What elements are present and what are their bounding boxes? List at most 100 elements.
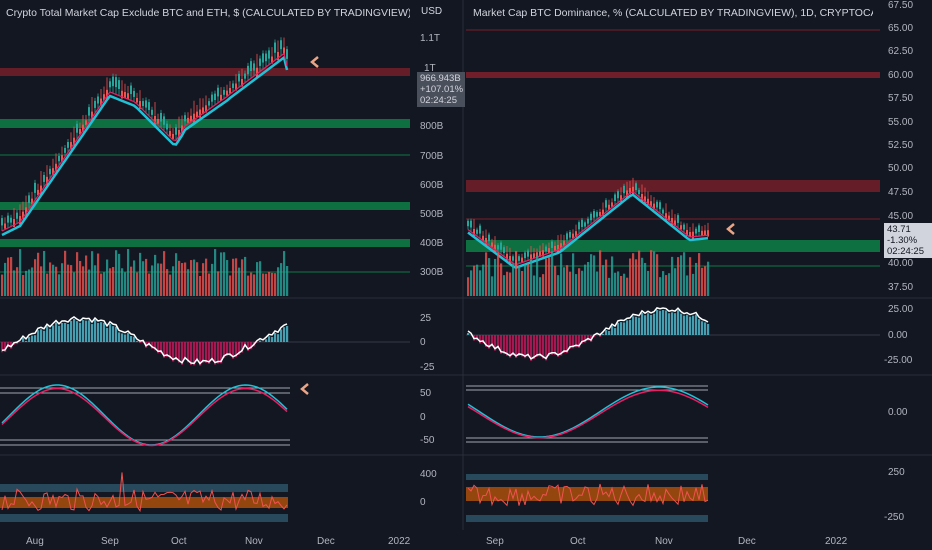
volume-bar (16, 267, 19, 296)
histogram-bar (259, 340, 262, 342)
histogram-bar (584, 335, 587, 343)
volume-bar (109, 268, 112, 296)
candle (85, 120, 87, 125)
volume-bar (650, 250, 653, 296)
histogram-bar (554, 335, 557, 355)
candle (599, 212, 601, 216)
volume-bar (148, 273, 151, 296)
candle (229, 88, 231, 94)
histogram-bar (55, 322, 58, 342)
histogram-bar (226, 342, 229, 357)
histogram-bar (163, 342, 166, 358)
volume-bar (124, 272, 127, 296)
histogram-bar (271, 336, 274, 342)
volume-bar (626, 277, 629, 296)
volume-bar (620, 276, 623, 296)
volume-bar (644, 262, 647, 296)
histogram-bar (683, 315, 686, 335)
candle (539, 251, 541, 257)
candle (151, 109, 153, 115)
volume-bar (554, 265, 557, 296)
candle (482, 235, 484, 241)
candle (244, 73, 246, 79)
volume-bar (97, 253, 100, 296)
volume-bar (31, 267, 34, 296)
candle (211, 94, 213, 102)
volume-bar (277, 267, 280, 296)
candle (127, 93, 129, 99)
left-osc1-label: 25 (420, 313, 432, 324)
time-axis-label: Dec (317, 536, 335, 547)
candle (644, 196, 646, 204)
volume-bar (1, 274, 4, 296)
histogram-bar (121, 333, 124, 342)
volume-bar (229, 275, 232, 296)
candle (653, 203, 655, 210)
volume-bar (160, 263, 163, 296)
right-osc1-label: 0.00 (888, 330, 908, 341)
histogram-bar (118, 332, 121, 342)
histogram-bar (43, 330, 46, 342)
histogram-bar (16, 342, 19, 345)
candle (259, 58, 261, 66)
histogram-bar (37, 330, 40, 342)
left-axis-label: 300B (420, 267, 444, 278)
candle (638, 189, 640, 195)
candle (668, 215, 670, 220)
candle (232, 83, 234, 89)
histogram-bar (166, 342, 169, 357)
candle (73, 137, 75, 146)
candle (64, 147, 66, 153)
histogram-bar (64, 322, 67, 342)
volume-bar (563, 267, 566, 296)
osc-line (1, 472, 288, 513)
volume-bar (205, 258, 208, 296)
histogram-bar (115, 326, 118, 342)
candle (178, 130, 180, 140)
osc-line (467, 483, 709, 507)
left-axis-label: 600B (420, 180, 444, 191)
volume-bar (527, 263, 530, 296)
candle (584, 222, 586, 227)
left-osc2-label: -50 (420, 435, 435, 446)
candle (686, 230, 688, 237)
candle (79, 129, 81, 135)
histogram-bar (184, 342, 187, 360)
candle (509, 256, 511, 263)
volume-bar (127, 249, 130, 296)
candle (19, 216, 21, 225)
time-axis-label: Nov (655, 536, 673, 547)
histogram-bar (623, 322, 626, 335)
candle (280, 40, 282, 50)
volume-bar (73, 272, 76, 296)
candle (226, 90, 228, 96)
volume-bar (172, 266, 175, 296)
candle (277, 52, 279, 61)
currency-label[interactable]: USD (421, 6, 443, 17)
volume-bar (677, 257, 680, 296)
candle (488, 234, 490, 242)
candle (124, 92, 126, 99)
histogram-bar (211, 342, 214, 361)
volume-bar (244, 256, 247, 296)
volume-bar (70, 265, 73, 296)
histogram-bar (503, 335, 506, 355)
volume-bar (491, 276, 494, 296)
volume-bar (202, 263, 205, 296)
histogram-bar (482, 335, 485, 343)
histogram-bar (617, 322, 620, 335)
candle (205, 105, 207, 113)
histogram-bar (479, 335, 482, 344)
volume-bar (136, 272, 139, 296)
candle (118, 80, 120, 90)
volume-bar (497, 252, 500, 296)
volume-bar (253, 274, 256, 296)
volume-bar (596, 271, 599, 296)
right-osc1-label: 25.00 (888, 304, 914, 315)
histogram-bar (190, 342, 193, 366)
candle (157, 119, 159, 124)
histogram-bar (578, 335, 581, 348)
candle (542, 250, 544, 257)
candle (133, 90, 135, 97)
